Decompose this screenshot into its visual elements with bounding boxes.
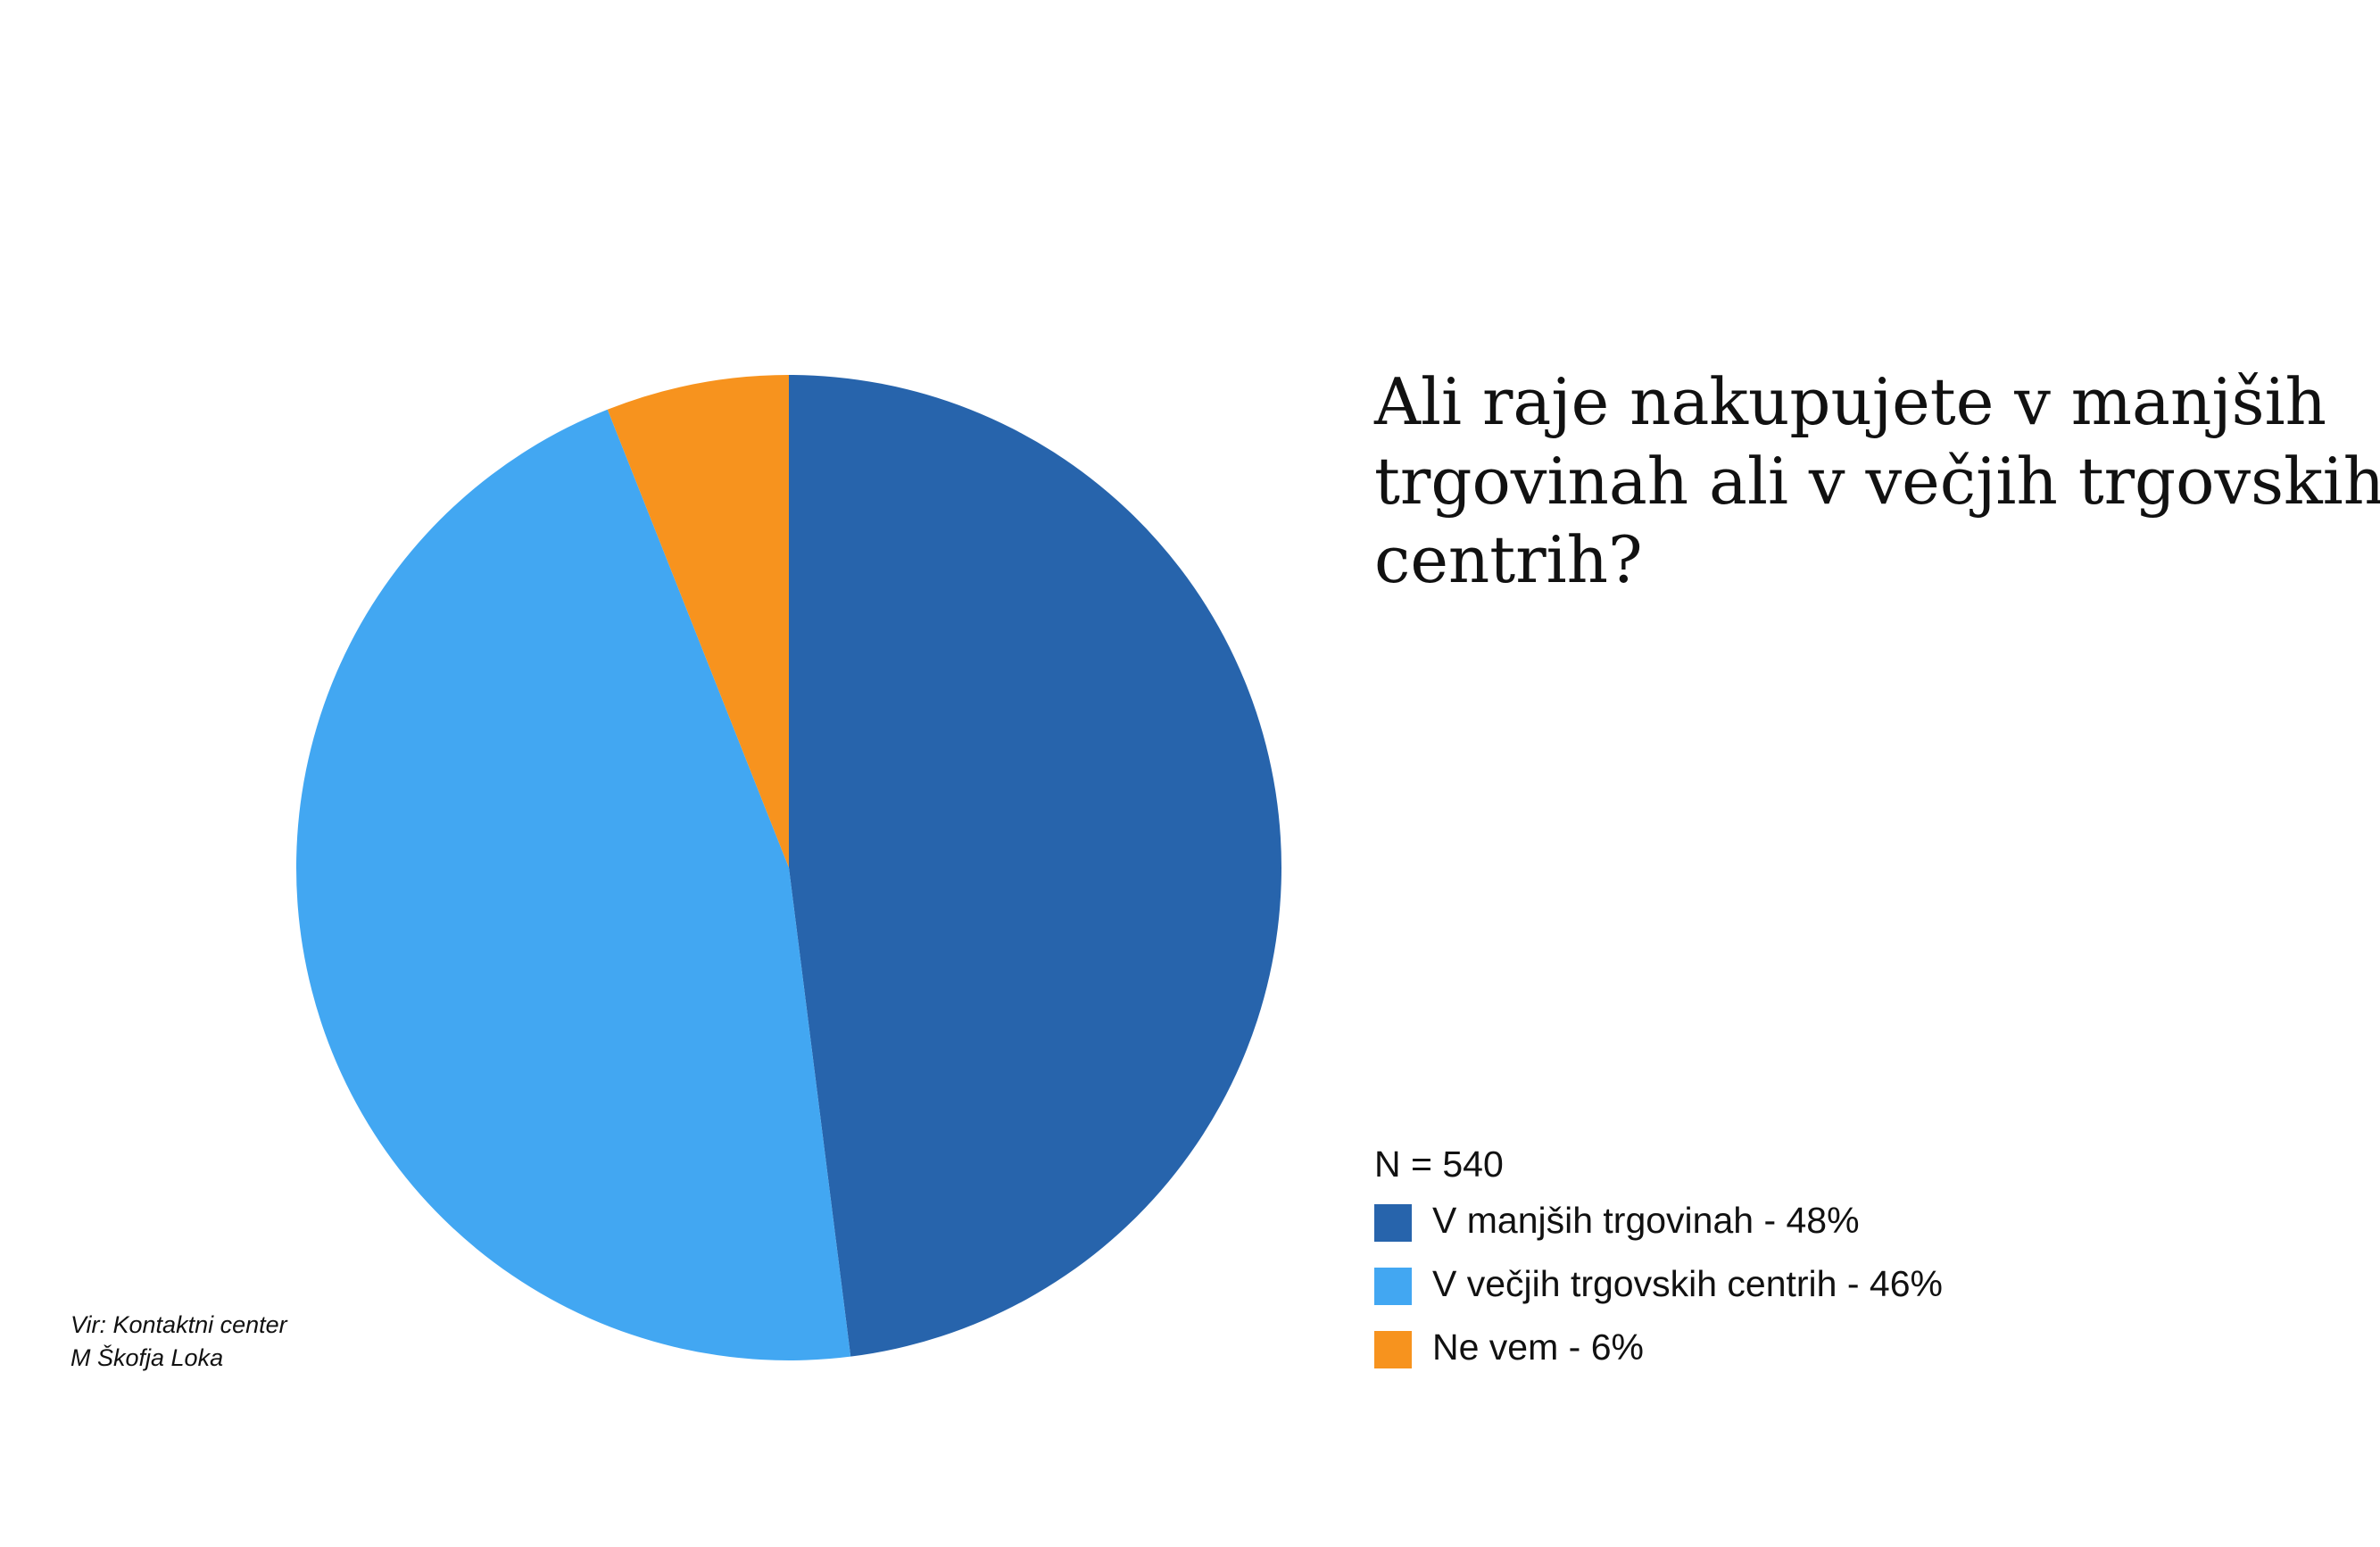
pie-slice	[296, 409, 851, 1361]
legend-label: Ne vem - 6%	[1432, 1327, 1644, 1368]
chart-title: trgovinah ali v večjih trgovskih	[1374, 444, 2380, 519]
legend-swatch	[1374, 1331, 1412, 1368]
sample-size: N = 540	[1374, 1144, 1504, 1185]
legend-swatch	[1374, 1204, 1412, 1242]
chart-title: Ali raje nakupujete v manjših	[1373, 364, 2326, 439]
legend-label: V večjih trgovskih centrih - 46%	[1432, 1263, 1943, 1304]
pie-slice	[607, 375, 789, 868]
source: M Škofja Loka	[70, 1343, 223, 1371]
chart-title: centrih?	[1374, 522, 1643, 597]
legend-swatch	[1374, 1268, 1412, 1305]
legend-label: V manjših trgovinah - 48%	[1432, 1200, 1860, 1241]
pie-slice	[789, 375, 1282, 1357]
source: Vir: Kontaktni center	[70, 1311, 288, 1338]
